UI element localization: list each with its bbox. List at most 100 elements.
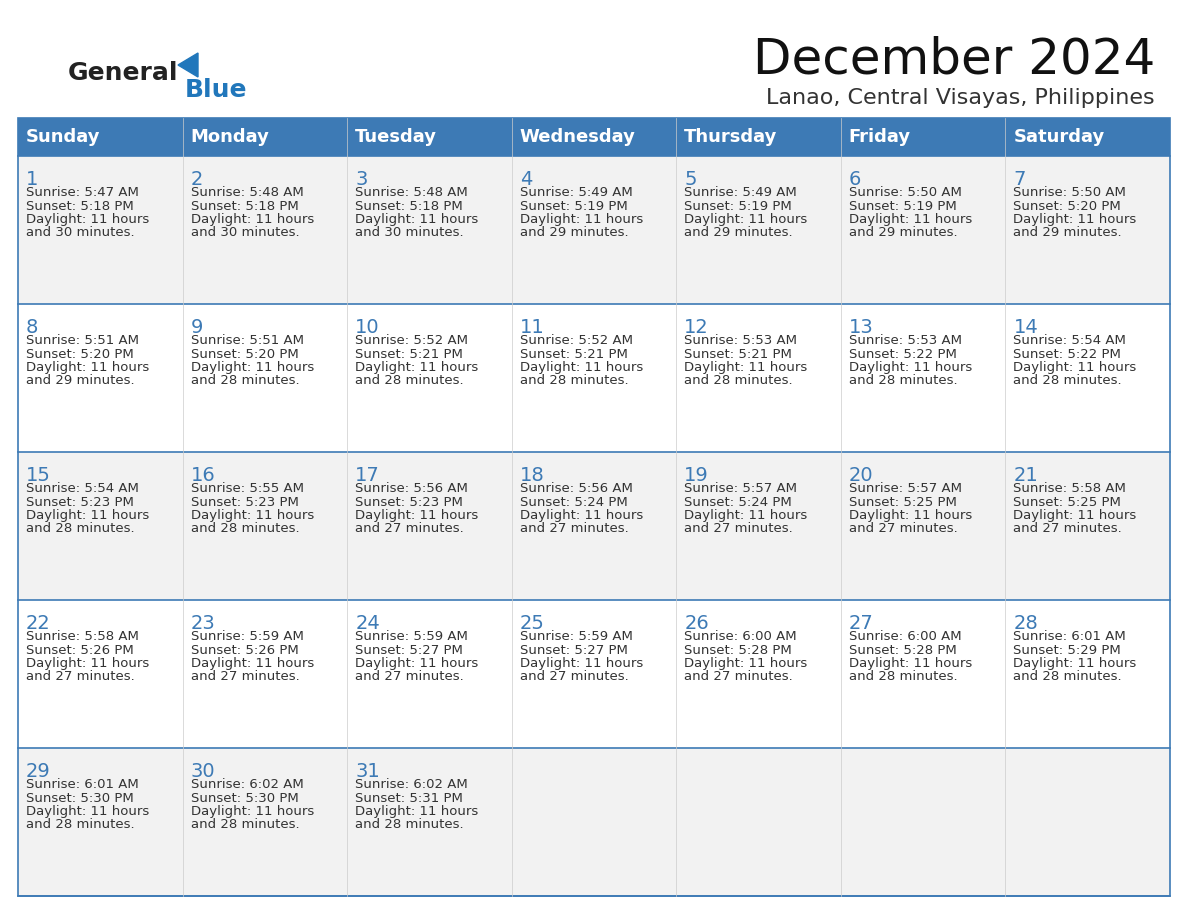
Text: and 28 minutes.: and 28 minutes. [849, 375, 958, 387]
Bar [1005, 600, 1170, 748]
Text: Sunset: 5:18 PM: Sunset: 5:18 PM [26, 199, 134, 212]
Text: Sunrise: 5:53 AM: Sunrise: 5:53 AM [684, 334, 797, 347]
Text: 3: 3 [355, 170, 367, 189]
Text: Daylight: 11 hours: Daylight: 11 hours [519, 361, 643, 374]
Text: 8: 8 [26, 318, 38, 337]
Text: 2: 2 [190, 170, 203, 189]
Text: Daylight: 11 hours: Daylight: 11 hours [26, 509, 150, 522]
Text: 17: 17 [355, 466, 380, 485]
Text: Daylight: 11 hours: Daylight: 11 hours [355, 657, 479, 670]
Bar [183, 452, 347, 600]
Text: Daylight: 11 hours: Daylight: 11 hours [190, 657, 314, 670]
Bar [512, 304, 676, 452]
Text: Sunrise: 5:51 AM: Sunrise: 5:51 AM [26, 334, 139, 347]
Text: 6: 6 [849, 170, 861, 189]
Text: and 28 minutes.: and 28 minutes. [190, 375, 299, 387]
Text: 9: 9 [190, 318, 203, 337]
Text: Sunrise: 5:59 AM: Sunrise: 5:59 AM [190, 630, 303, 643]
Text: and 30 minutes.: and 30 minutes. [355, 227, 463, 240]
Text: Daylight: 11 hours: Daylight: 11 hours [355, 805, 479, 818]
Bar [512, 748, 676, 896]
Text: Sunrise: 5:54 AM: Sunrise: 5:54 AM [1013, 334, 1126, 347]
Text: Sunset: 5:22 PM: Sunset: 5:22 PM [1013, 348, 1121, 361]
Text: 28: 28 [1013, 614, 1038, 633]
Text: 19: 19 [684, 466, 709, 485]
Text: Sunrise: 6:00 AM: Sunrise: 6:00 AM [849, 630, 961, 643]
Text: and 28 minutes.: and 28 minutes. [190, 819, 299, 832]
Text: Sunrise: 5:53 AM: Sunrise: 5:53 AM [849, 334, 962, 347]
Text: Sunday: Sunday [26, 128, 101, 146]
Text: and 28 minutes.: and 28 minutes. [849, 670, 958, 684]
Bar [183, 156, 347, 304]
Text: Sunrise: 5:57 AM: Sunrise: 5:57 AM [849, 482, 962, 495]
Text: 22: 22 [26, 614, 51, 633]
Text: 13: 13 [849, 318, 873, 337]
Text: Sunrise: 5:48 AM: Sunrise: 5:48 AM [190, 186, 303, 199]
Bar [1005, 118, 1170, 156]
Text: Sunrise: 5:49 AM: Sunrise: 5:49 AM [684, 186, 797, 199]
Bar [676, 452, 841, 600]
Text: 23: 23 [190, 614, 215, 633]
Bar [183, 118, 347, 156]
Bar [676, 118, 841, 156]
Text: Sunrise: 6:00 AM: Sunrise: 6:00 AM [684, 630, 797, 643]
Text: and 28 minutes.: and 28 minutes. [519, 375, 628, 387]
Bar [841, 748, 1005, 896]
Text: Sunset: 5:29 PM: Sunset: 5:29 PM [1013, 644, 1121, 656]
Text: Daylight: 11 hours: Daylight: 11 hours [355, 361, 479, 374]
Bar [18, 600, 183, 748]
Bar [1005, 452, 1170, 600]
Text: Sunrise: 5:59 AM: Sunrise: 5:59 AM [355, 630, 468, 643]
Bar [512, 600, 676, 748]
Bar [841, 304, 1005, 452]
Text: Sunrise: 5:50 AM: Sunrise: 5:50 AM [849, 186, 962, 199]
Text: Sunrise: 5:59 AM: Sunrise: 5:59 AM [519, 630, 632, 643]
Text: Sunset: 5:24 PM: Sunset: 5:24 PM [519, 496, 627, 509]
Text: 1: 1 [26, 170, 38, 189]
Text: and 29 minutes.: and 29 minutes. [26, 375, 134, 387]
Bar [347, 600, 512, 748]
Text: Sunset: 5:23 PM: Sunset: 5:23 PM [190, 496, 298, 509]
Text: Sunset: 5:28 PM: Sunset: 5:28 PM [684, 644, 792, 656]
Text: Monday: Monday [190, 128, 270, 146]
Text: 29: 29 [26, 762, 51, 781]
Text: 26: 26 [684, 614, 709, 633]
Text: Daylight: 11 hours: Daylight: 11 hours [849, 213, 972, 226]
Text: 25: 25 [519, 614, 544, 633]
Text: Sunrise: 5:47 AM: Sunrise: 5:47 AM [26, 186, 139, 199]
Text: and 27 minutes.: and 27 minutes. [355, 670, 463, 684]
Bar [841, 156, 1005, 304]
Text: and 27 minutes.: and 27 minutes. [355, 522, 463, 535]
Text: Sunrise: 5:52 AM: Sunrise: 5:52 AM [519, 334, 633, 347]
Text: 10: 10 [355, 318, 380, 337]
Text: Sunset: 5:21 PM: Sunset: 5:21 PM [355, 348, 463, 361]
Text: Daylight: 11 hours: Daylight: 11 hours [684, 657, 808, 670]
Text: Sunrise: 5:54 AM: Sunrise: 5:54 AM [26, 482, 139, 495]
Text: Sunset: 5:23 PM: Sunset: 5:23 PM [355, 496, 463, 509]
Text: Sunrise: 5:56 AM: Sunrise: 5:56 AM [519, 482, 632, 495]
Text: Blue: Blue [185, 78, 247, 102]
Text: Sunset: 5:25 PM: Sunset: 5:25 PM [849, 496, 956, 509]
Text: Daylight: 11 hours: Daylight: 11 hours [849, 657, 972, 670]
Text: and 27 minutes.: and 27 minutes. [519, 522, 628, 535]
Text: Sunset: 5:22 PM: Sunset: 5:22 PM [849, 348, 956, 361]
Text: Daylight: 11 hours: Daylight: 11 hours [26, 361, 150, 374]
Text: and 28 minutes.: and 28 minutes. [684, 375, 792, 387]
Text: Sunrise: 5:50 AM: Sunrise: 5:50 AM [1013, 186, 1126, 199]
Text: and 27 minutes.: and 27 minutes. [684, 522, 794, 535]
Bar [347, 118, 512, 156]
Text: Sunrise: 5:52 AM: Sunrise: 5:52 AM [355, 334, 468, 347]
Text: Daylight: 11 hours: Daylight: 11 hours [849, 509, 972, 522]
Text: Sunset: 5:19 PM: Sunset: 5:19 PM [519, 199, 627, 212]
Text: 21: 21 [1013, 466, 1038, 485]
Bar [183, 600, 347, 748]
Bar [1005, 156, 1170, 304]
Text: 4: 4 [519, 170, 532, 189]
Text: Sunset: 5:19 PM: Sunset: 5:19 PM [684, 199, 792, 212]
Bar [676, 156, 841, 304]
Text: Daylight: 11 hours: Daylight: 11 hours [519, 213, 643, 226]
Text: 30: 30 [190, 762, 215, 781]
Text: General: General [68, 61, 178, 85]
Text: Daylight: 11 hours: Daylight: 11 hours [519, 509, 643, 522]
Text: 27: 27 [849, 614, 873, 633]
